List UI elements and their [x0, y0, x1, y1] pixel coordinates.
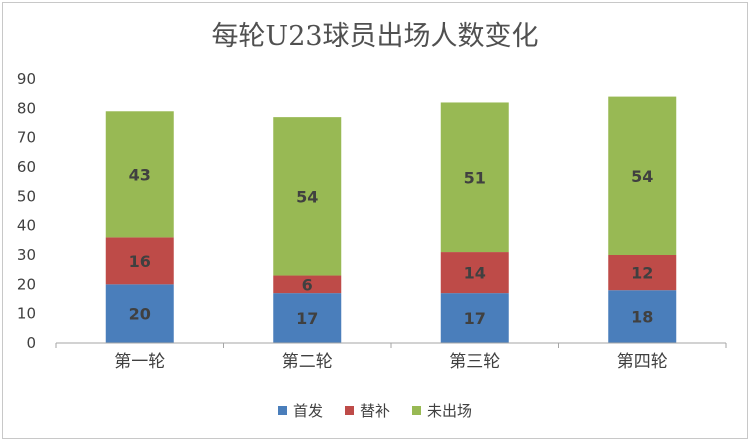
bar-segment [273, 293, 342, 343]
bar-segment [273, 275, 342, 294]
x-category-label: 第二轮 [282, 352, 333, 372]
legend-item: 首发 [277, 400, 323, 421]
y-tick-label: 50 [17, 187, 36, 205]
bar-segment [105, 111, 174, 238]
y-tick-label: 40 [17, 217, 36, 235]
y-tick-label: 80 [17, 99, 36, 117]
y-tick-label: 70 [17, 129, 36, 147]
y-tick-label: 20 [17, 275, 36, 293]
legend-swatch [412, 406, 421, 415]
legend: 首发 替补 未出场 [0, 400, 750, 421]
data-label: 17 [296, 309, 318, 328]
x-category-label: 第四轮 [617, 352, 668, 372]
bar-segment [273, 117, 342, 276]
bar-segment [440, 102, 509, 253]
data-label: 51 [464, 168, 486, 187]
data-label: 43 [129, 165, 151, 184]
bar-segment [105, 284, 174, 343]
bar-segment [608, 255, 677, 291]
bar-segment [105, 237, 174, 285]
y-axis: 0 10 20 30 40 50 60 70 80 90 [17, 70, 36, 352]
legend-label: 未出场 [427, 402, 473, 420]
legend-label: 替补 [359, 402, 390, 420]
y-tick-label: 30 [17, 246, 36, 264]
legend-item: 未出场 [412, 400, 472, 421]
legend-label: 首发 [292, 402, 323, 420]
bar-segment [440, 293, 509, 343]
data-label: 18 [631, 308, 653, 327]
legend-swatch [277, 406, 287, 415]
bar-segment [440, 252, 509, 294]
y-tick-label: 90 [17, 70, 36, 88]
data-label: 54 [631, 167, 653, 186]
x-category-label: 第一轮 [114, 352, 165, 372]
x-category-label: 第三轮 [449, 352, 500, 372]
chart-title: 每轮U23球员出场人数变化 [211, 21, 539, 52]
y-tick-label: 60 [17, 158, 36, 176]
data-label: 54 [296, 187, 318, 206]
data-label: 14 [464, 264, 486, 283]
x-axis: 第一轮 第二轮 第三轮 第四轮 [55, 342, 727, 372]
bar-segment [608, 290, 677, 343]
data-label: 12 [631, 264, 653, 283]
data-label: 16 [129, 252, 151, 271]
bars-group: 20 16 43 17 6 54 17 14 51 18 12 54 [105, 96, 677, 343]
data-label: 17 [464, 309, 486, 328]
bar-segment [608, 96, 677, 255]
data-label: 6 [302, 275, 313, 294]
legend-swatch [344, 406, 354, 415]
data-label: 20 [129, 305, 151, 324]
legend-item: 替补 [344, 400, 390, 421]
y-tick-label: 0 [26, 334, 36, 352]
y-tick-label: 10 [17, 305, 36, 323]
